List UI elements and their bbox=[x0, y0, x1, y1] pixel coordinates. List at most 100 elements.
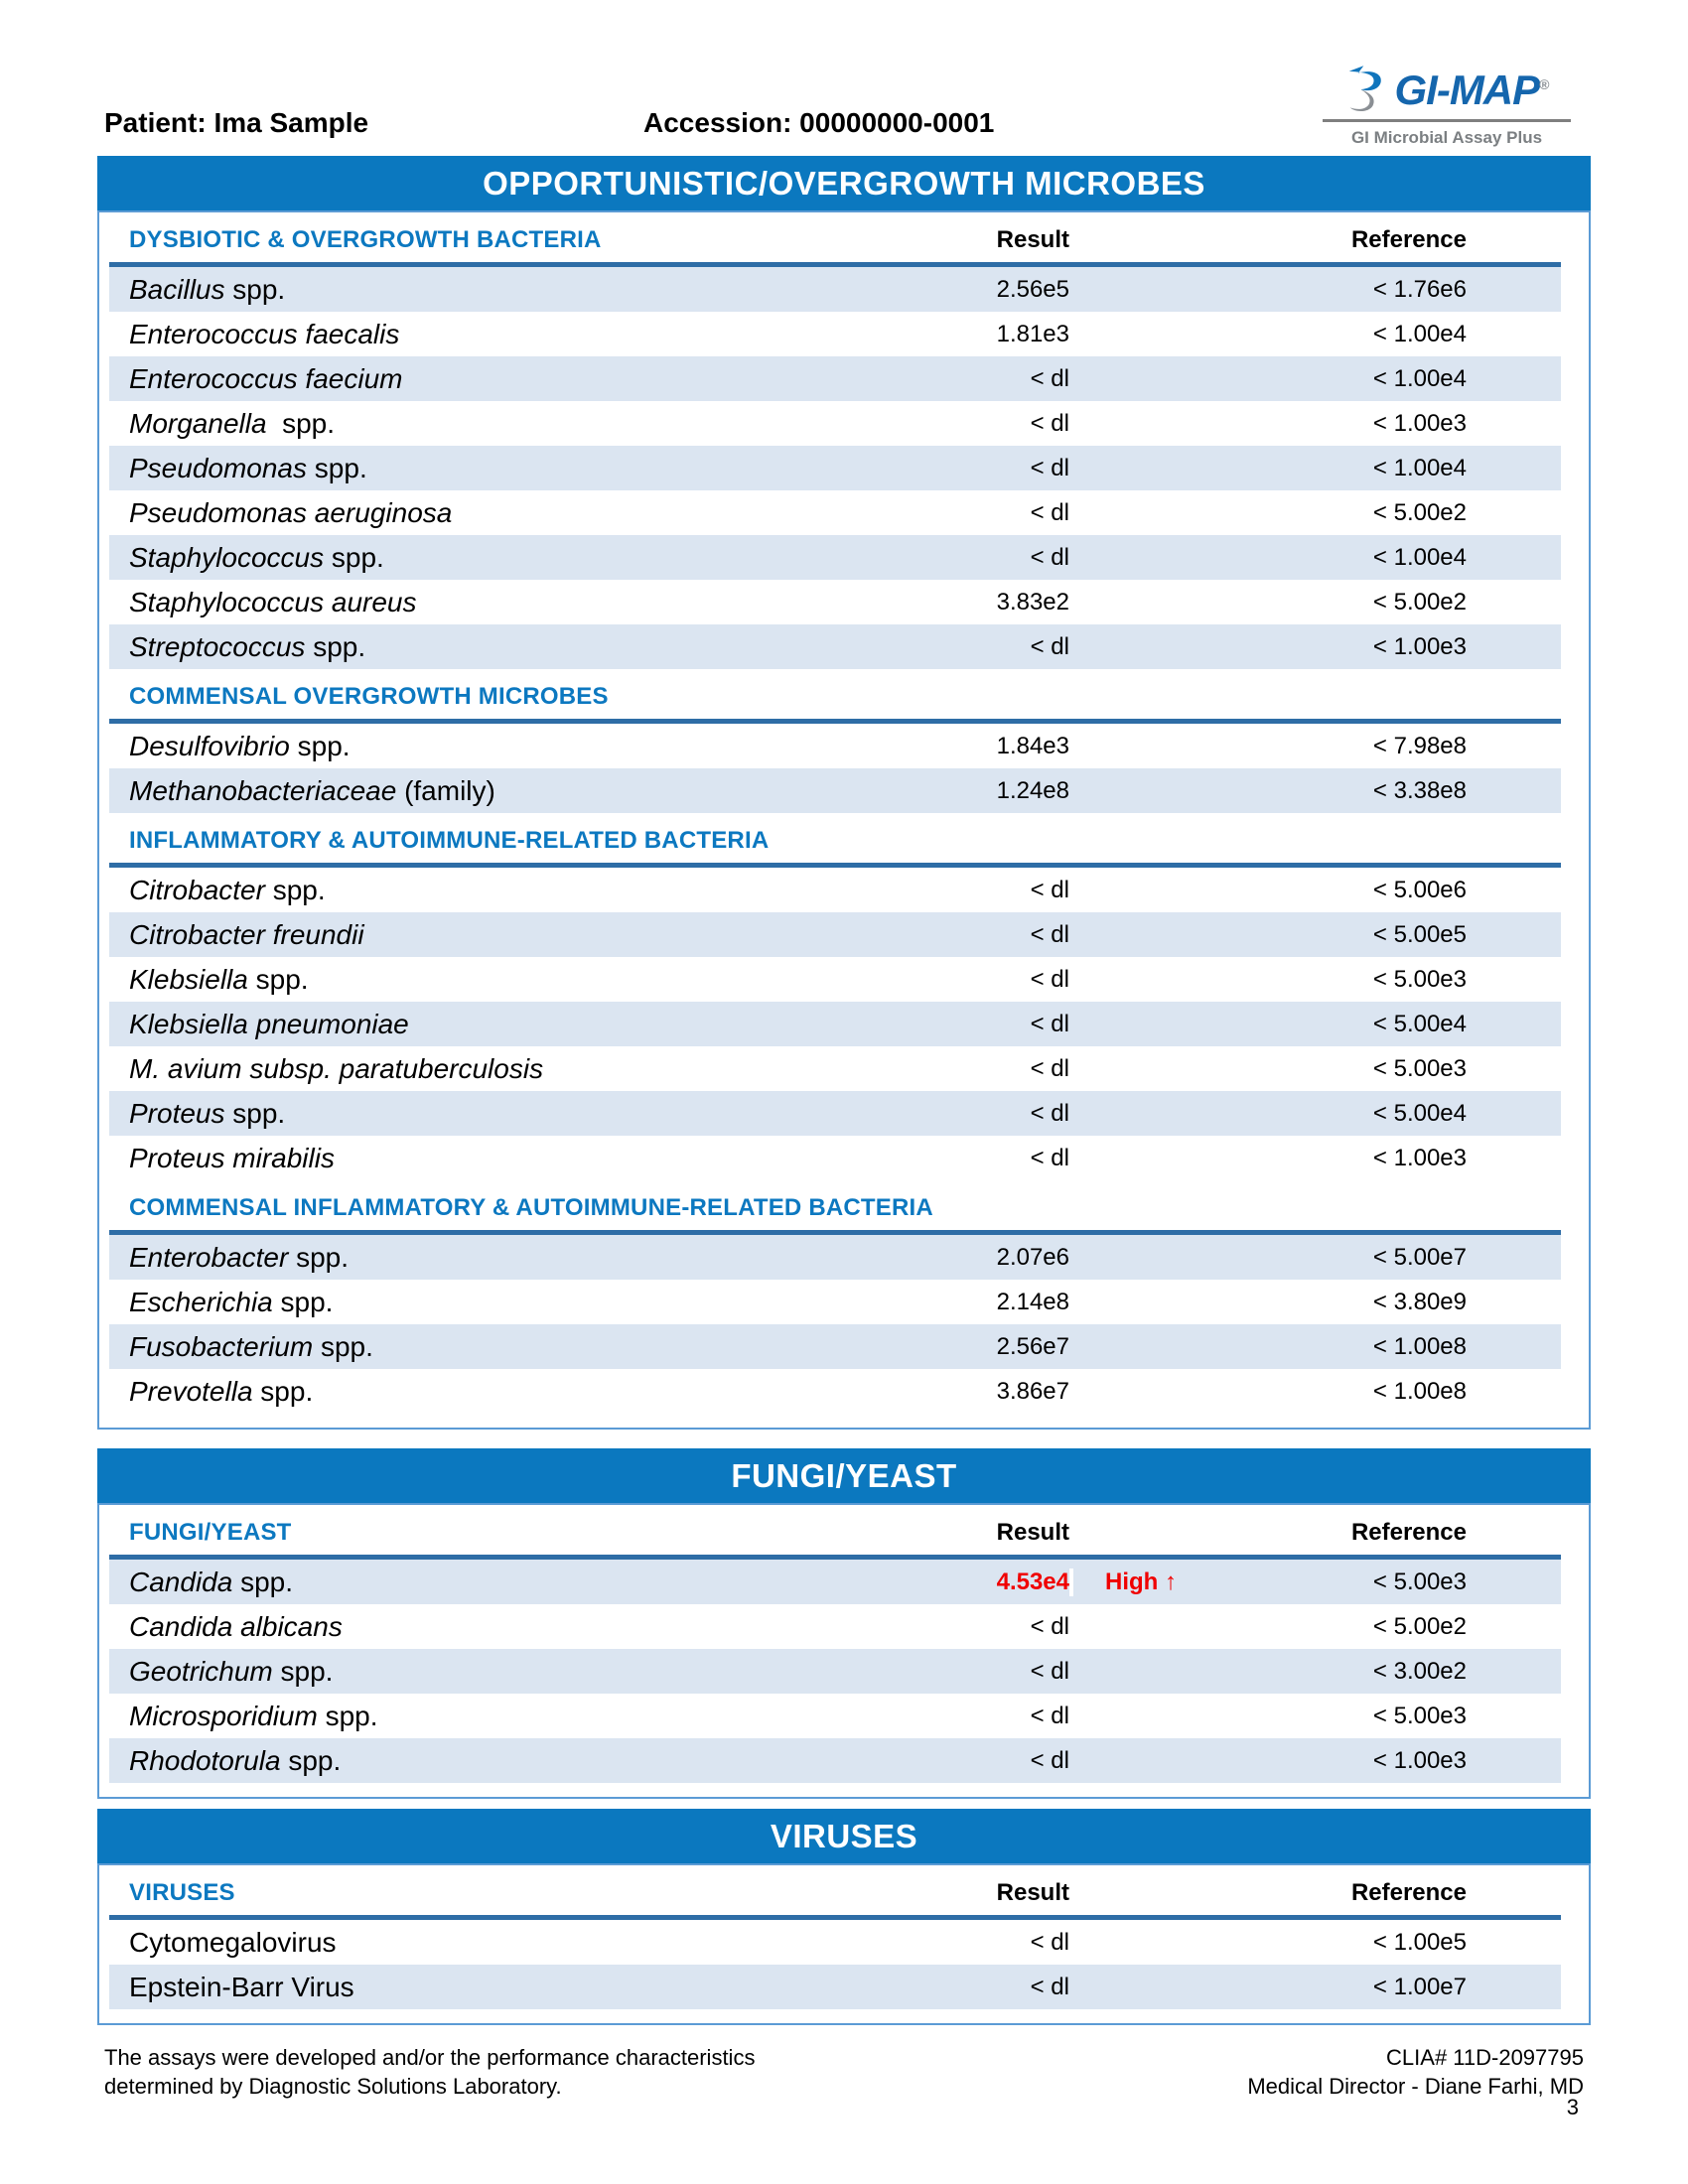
group-divider bbox=[109, 262, 1561, 267]
result-value: < dl bbox=[1030, 1010, 1069, 1037]
result-value: < dl bbox=[1030, 965, 1069, 993]
reference-value: < 1.00e8 bbox=[1372, 1377, 1467, 1405]
table-row: Bacillus spp. 2.56e5 < 1.76e6 bbox=[109, 267, 1561, 312]
organism-name: Bacillus spp. bbox=[129, 273, 286, 305]
table-row: Candida spp. 4.53e4 High ↑ < 5.00e3 bbox=[109, 1560, 1561, 1604]
organism-name: Rhodotorula spp. bbox=[129, 1744, 342, 1776]
table-row: Klebsiella spp. < dl < 5.00e3 bbox=[109, 957, 1561, 1002]
reference-value: < 1.00e4 bbox=[1372, 543, 1467, 571]
organism-name: Staphylococcus spp. bbox=[129, 541, 384, 573]
brand-text: GI-MAP® bbox=[1394, 67, 1550, 114]
result-value: < dl bbox=[1030, 1099, 1069, 1127]
organism-name: Morganella spp. bbox=[129, 407, 336, 439]
result-value: < dl bbox=[1030, 454, 1069, 481]
group-header: DYSBIOTIC & OVERGROWTH BACTERIA Result Ref… bbox=[109, 214, 1561, 262]
reference-value: < 3.38e8 bbox=[1372, 776, 1467, 804]
organism-name: Proteus spp. bbox=[129, 1097, 286, 1129]
organism-name-italic: Methanobacteriaceae bbox=[129, 774, 397, 806]
organism-name-italic: Prevotella bbox=[129, 1375, 253, 1407]
reference-value: < 1.00e4 bbox=[1372, 454, 1467, 481]
reference-value: < 5.00e7 bbox=[1372, 1243, 1467, 1271]
organism-name: Candida albicans bbox=[129, 1611, 940, 1643]
organism-name-italic: Enterococcus faecium bbox=[129, 362, 403, 394]
group-title: FUNGI/YEAST bbox=[129, 1519, 292, 1546]
organism-name-italic: Pseudomonas bbox=[129, 452, 308, 483]
reference-value: < 5.00e4 bbox=[1372, 1099, 1467, 1127]
group-divider bbox=[109, 1555, 1561, 1560]
logo-row: GI-MAP® bbox=[1323, 66, 1571, 115]
table-row: Enterococcus faecalis 1.81e3 < 1.00e4 bbox=[109, 312, 1561, 356]
organism-name: Fusobacterium spp. bbox=[129, 1330, 373, 1362]
group-divider bbox=[109, 1230, 1561, 1235]
reference-value: < 5.00e3 bbox=[1372, 1054, 1467, 1082]
organism-name: Desulfovibrio spp. bbox=[129, 730, 351, 761]
result-value: 2.56e7 bbox=[996, 1332, 1069, 1360]
organism-name: Klebsiella spp. bbox=[129, 963, 309, 995]
table-row: Citrobacter spp. < dl < 5.00e6 bbox=[109, 868, 1561, 912]
table-row: Proteus spp. < dl < 5.00e4 bbox=[109, 1091, 1561, 1136]
table-row: Desulfovibrio spp. 1.84e3 < 7.98e8 bbox=[109, 724, 1561, 768]
disclaimer-line-2: determined by Diagnostic Solutions Labor… bbox=[104, 2074, 562, 2099]
organism-name: Proteus mirabilis bbox=[129, 1143, 940, 1174]
organism-name: Streptococcus spp. bbox=[129, 630, 366, 662]
result-value: 2.56e5 bbox=[996, 275, 1069, 303]
medical-director: Medical Director - Diane Farhi, MD bbox=[1247, 2074, 1584, 2099]
result-column-header: Result bbox=[996, 1879, 1069, 1906]
reference-value: < 3.00e2 bbox=[1372, 1657, 1467, 1685]
section-banner-opportunistic: OPPORTUNISTIC/OVERGROWTH MICROBES bbox=[97, 156, 1591, 210]
organism-name-italic: Staphylococcus bbox=[129, 541, 325, 573]
logo-divider bbox=[1323, 119, 1571, 122]
reference-value: < 5.00e2 bbox=[1372, 588, 1467, 615]
result-value: < dl bbox=[1030, 920, 1069, 948]
result-value: < dl bbox=[1030, 498, 1069, 526]
reference-value: < 5.00e4 bbox=[1372, 1010, 1467, 1037]
group-header: COMMENSAL OVERGROWTH MICROBES bbox=[109, 669, 1561, 719]
report-content: OPPORTUNISTIC/OVERGROWTH MICROBES DYSBIOT… bbox=[97, 156, 1591, 2025]
organism-name-italic: Klebsiella bbox=[129, 963, 248, 995]
table-row: Staphylococcus spp. < dl < 1.00e4 bbox=[109, 535, 1561, 580]
reference-column-header: Reference bbox=[1350, 1519, 1467, 1546]
high-flag: High ↑ bbox=[1069, 1568, 1238, 1596]
result-value: < dl bbox=[1030, 1928, 1069, 1956]
table-row: Methanobacteriaceae (family) 1.24e8 < 3.38… bbox=[109, 768, 1561, 813]
brand-name: GI-MAP bbox=[1394, 67, 1541, 113]
reference-value: < 1.00e4 bbox=[1372, 320, 1467, 347]
organism-name-italic: Enterococcus faecalis bbox=[129, 318, 400, 349]
footer-lab-info: CLIA# 11D-2097795 Medical Director - Dia… bbox=[1247, 2043, 1584, 2101]
organism-name: Prevotella spp. bbox=[129, 1375, 314, 1407]
organism-name: M. avium subsp. paratuberculosis bbox=[129, 1053, 940, 1085]
result-value: < dl bbox=[1030, 1144, 1069, 1171]
group-divider bbox=[109, 719, 1561, 724]
reference-value: < 1.00e4 bbox=[1372, 364, 1467, 392]
reference-column-header: Reference bbox=[1350, 226, 1467, 253]
organism-name: Staphylococcus aureus bbox=[129, 587, 940, 618]
result-value: 1.24e8 bbox=[996, 776, 1069, 804]
table-row: Microsporidium spp. < dl < 5.00e3 bbox=[109, 1694, 1561, 1738]
results-table-viruses: VIRUSES Result Reference Cytomegalovirus < d… bbox=[97, 1863, 1591, 2025]
organism-name-italic: Proteus mirabilis bbox=[129, 1142, 335, 1173]
gimap-logo: GI-MAP® GI Microbial Assay Plus bbox=[1323, 66, 1571, 148]
result-column-header: Result bbox=[996, 1519, 1069, 1546]
reference-value: < 1.00e5 bbox=[1372, 1928, 1467, 1956]
organism-name: Enterococcus faecalis bbox=[129, 319, 940, 350]
reference-value: < 5.00e5 bbox=[1372, 920, 1467, 948]
section-banner-viruses: VIRUSES bbox=[97, 1809, 1591, 1863]
organism-name-italic: Pseudomonas aeruginosa bbox=[129, 496, 453, 528]
reference-value: < 1.00e3 bbox=[1372, 632, 1467, 660]
organism-name: Cytomegalovirus bbox=[129, 1926, 337, 1958]
table-row: Candida albicans < dl < 5.00e2 bbox=[109, 1604, 1561, 1649]
organism-name-italic: Enterobacter bbox=[129, 1241, 289, 1273]
table-row: Epstein-Barr Virus < dl < 1.00e7 bbox=[109, 1965, 1561, 2009]
reference-column-header: Reference bbox=[1350, 1879, 1467, 1906]
organism-name: Citrobacter spp. bbox=[129, 874, 326, 905]
reference-value: < 7.98e8 bbox=[1372, 732, 1467, 759]
result-value: < dl bbox=[1030, 1612, 1069, 1640]
gimap-swirl-icon bbox=[1348, 66, 1381, 112]
organism-name: Microsporidium spp. bbox=[129, 1700, 378, 1731]
result-value: < dl bbox=[1030, 543, 1069, 571]
result-value: 3.86e7 bbox=[996, 1377, 1069, 1405]
group-header: COMMENSAL INFLAMMATORY & AUTOIMMUNE-RELA… bbox=[109, 1180, 1561, 1230]
results-table-fungi: FUNGI/YEAST Result Reference Candida spp. 4.… bbox=[97, 1503, 1591, 1799]
table-row: Streptococcus spp. < dl < 1.00e3 bbox=[109, 624, 1561, 669]
